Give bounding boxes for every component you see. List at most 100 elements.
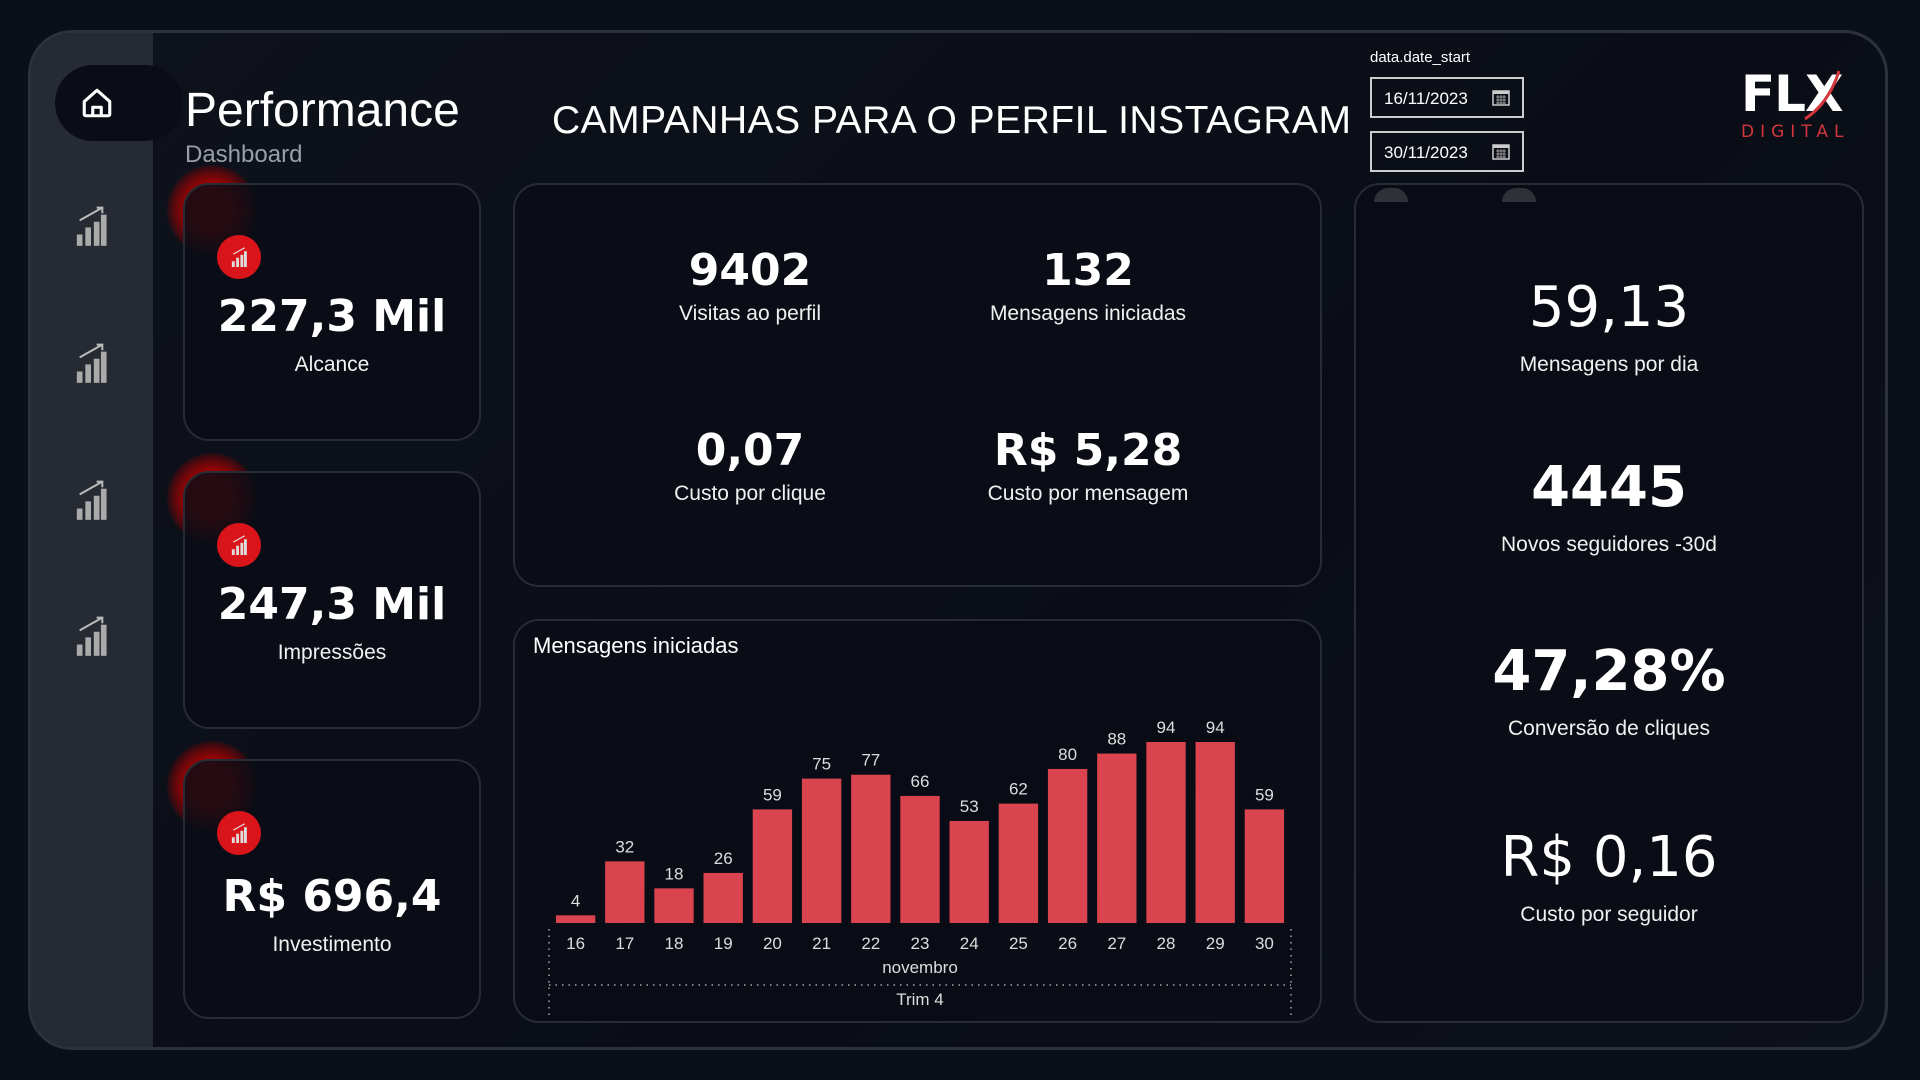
badge bbox=[217, 235, 261, 279]
bar bbox=[1146, 742, 1186, 923]
start-date-input[interactable]: 16/11/2023 bbox=[1370, 77, 1524, 118]
bar-chart: 4 16 32 17 18 18 26 19 59 20 75 21 77 22 66 23 53 24 62 25 8… bbox=[548, 718, 1292, 1017]
home-button[interactable] bbox=[55, 65, 183, 141]
bar bbox=[555, 915, 596, 923]
calendar-icon[interactable] bbox=[1492, 89, 1510, 106]
x-tick-label: 17 bbox=[615, 934, 634, 953]
sidebar bbox=[31, 33, 183, 1047]
x-tick-label: 25 bbox=[1009, 934, 1028, 953]
kpi-label: Alcance bbox=[294, 353, 370, 376]
end-date-value: 30/11/2023 bbox=[1384, 143, 1468, 162]
bar bbox=[851, 774, 891, 923]
kpi-label: Impressões bbox=[277, 641, 387, 664]
kpi-value: 0,07 bbox=[695, 425, 805, 476]
chart-icon bbox=[231, 535, 247, 555]
main-title: CAMPANHAS PARA O PERFIL INSTAGRAM bbox=[552, 99, 1352, 142]
kpi-value: 9402 bbox=[688, 245, 812, 296]
kpi-label: Novos seguidores -30d bbox=[1501, 533, 1717, 556]
logo-swoosh bbox=[1804, 70, 1841, 121]
data-label: 62 bbox=[1009, 780, 1028, 799]
x-tick-label: 26 bbox=[1058, 934, 1077, 953]
end-date-input[interactable]: 30/11/2023 bbox=[1370, 131, 1524, 172]
data-label: 4 bbox=[571, 891, 580, 910]
kpi-label: Custo por seguidor bbox=[1520, 903, 1698, 926]
bar bbox=[998, 803, 1039, 923]
x-tick-label: 21 bbox=[812, 934, 831, 953]
sidebar-item-chart-2[interactable] bbox=[74, 343, 108, 387]
data-label: 18 bbox=[665, 864, 684, 883]
bar bbox=[1195, 742, 1235, 923]
data-label: 26 bbox=[714, 849, 733, 868]
page-title: Performance bbox=[185, 84, 460, 137]
badge bbox=[217, 523, 261, 567]
kpi-value: R$ 0,16 bbox=[1500, 825, 1718, 890]
kpi-label: Mensagens por dia bbox=[1519, 353, 1699, 376]
bar bbox=[949, 820, 989, 923]
kpi-value: 47,28% bbox=[1492, 639, 1726, 704]
flx-digital-logo: FLX DIGITAL bbox=[1741, 69, 1856, 149]
chart-icon bbox=[231, 247, 247, 267]
x-quarter-label: Trim 4 bbox=[896, 990, 944, 1009]
data-label: 32 bbox=[615, 837, 634, 856]
kpi-label: Custo por clique bbox=[674, 482, 826, 505]
data-label: 94 bbox=[1206, 718, 1225, 737]
sidebar-item-chart-1[interactable] bbox=[74, 206, 108, 250]
bar bbox=[1097, 753, 1137, 923]
calendar-icon[interactable] bbox=[1492, 143, 1510, 160]
x-tick-label: 27 bbox=[1107, 934, 1126, 953]
bar bbox=[654, 888, 694, 923]
chart-card: Mensagens iniciadas 4 16 32 17 18 18 26 19 59 20 7… bbox=[513, 619, 1322, 1023]
data-label: 75 bbox=[812, 755, 831, 774]
kpi-card-center: 9402 Visitas ao perfil 132 Mensagens ini… bbox=[513, 183, 1322, 587]
bar bbox=[752, 809, 793, 923]
bar bbox=[605, 861, 645, 923]
data-label: 59 bbox=[1255, 785, 1274, 804]
x-tick-label: 28 bbox=[1157, 934, 1176, 953]
kpi-label: Conversão de cliques bbox=[1508, 717, 1710, 740]
bar bbox=[1244, 809, 1285, 923]
bar bbox=[703, 872, 743, 923]
kpi-card-impressoes: 247,3 Mil Impressões bbox=[183, 471, 481, 729]
kpi-card-investimento: R$ 696,4 Investimento bbox=[183, 759, 481, 1019]
kpi-card-right: 59,13 Mensagens por dia 4445 Novos segui… bbox=[1354, 183, 1864, 1023]
logo-subtext: DIGITAL bbox=[1741, 122, 1850, 142]
data-label: 53 bbox=[960, 797, 979, 816]
kpi-value: 227,3 Mil bbox=[217, 291, 447, 342]
kpi-value: 132 bbox=[1042, 245, 1134, 296]
kpi-card-alcance: 227,3 Mil Alcance bbox=[183, 183, 481, 441]
kpi-value: 59,13 bbox=[1528, 275, 1690, 340]
chart-icon bbox=[231, 823, 247, 843]
badge bbox=[217, 811, 261, 855]
home-icon bbox=[82, 88, 112, 118]
x-tick-label: 18 bbox=[665, 934, 684, 953]
x-tick-label: 16 bbox=[566, 934, 585, 953]
bar bbox=[900, 795, 940, 923]
page-subtitle: Dashboard bbox=[185, 141, 303, 168]
data-label: 77 bbox=[861, 751, 880, 770]
date-filter-label: data.date_start bbox=[1370, 49, 1471, 66]
chart-title: Mensagens iniciadas bbox=[533, 633, 739, 658]
kpi-value: 247,3 Mil bbox=[217, 579, 447, 630]
sidebar-item-chart-3[interactable] bbox=[74, 480, 108, 524]
chart-icon bbox=[76, 343, 107, 383]
kpi-visitas: 9402 Visitas ao perfil bbox=[595, 245, 905, 326]
bar bbox=[1047, 768, 1088, 923]
kpi-value: R$ 5,28 bbox=[993, 425, 1183, 476]
kpi-value: R$ 696,4 bbox=[222, 871, 442, 922]
data-label: 88 bbox=[1107, 730, 1126, 749]
sidebar-item-chart-4[interactable] bbox=[74, 616, 108, 660]
chart-icon bbox=[76, 616, 107, 656]
x-tick-label: 23 bbox=[911, 934, 930, 953]
data-label: 80 bbox=[1058, 745, 1077, 764]
logo-text: FLX bbox=[1741, 65, 1844, 123]
x-tick-label: 30 bbox=[1255, 934, 1274, 953]
chart-icon bbox=[76, 206, 107, 246]
bar bbox=[801, 778, 842, 923]
x-tick-label: 20 bbox=[763, 934, 782, 953]
kpi-label: Visitas ao perfil bbox=[678, 302, 822, 325]
start-date-value: 16/11/2023 bbox=[1384, 89, 1468, 108]
data-label: 94 bbox=[1157, 718, 1176, 737]
kpi-label: Investimento bbox=[272, 933, 392, 956]
data-label: 66 bbox=[911, 772, 930, 791]
x-tick-label: 22 bbox=[861, 934, 880, 953]
